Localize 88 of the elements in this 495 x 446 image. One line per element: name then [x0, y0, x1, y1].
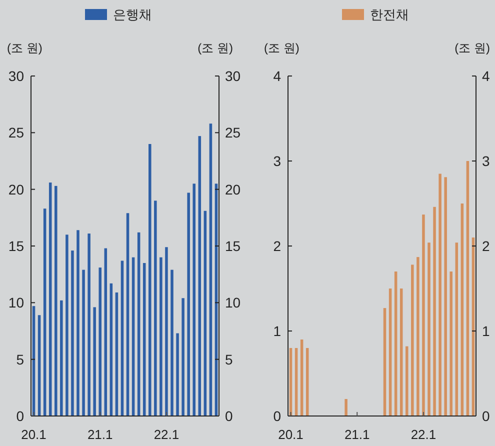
- bar: [93, 307, 96, 416]
- y-tick-label: 30: [8, 68, 24, 84]
- y2-axis-title: (조 원): [198, 41, 233, 55]
- bar: [137, 232, 140, 416]
- bar: [344, 399, 348, 416]
- y-tick-label: 1: [273, 323, 282, 339]
- bar: [198, 136, 202, 416]
- bar: [460, 204, 464, 416]
- y-tick-label: 4: [273, 68, 282, 84]
- bar: [176, 333, 179, 416]
- y2-tick-label: 25: [225, 124, 241, 141]
- y-axis-title: (조 원): [7, 41, 42, 55]
- bar: [466, 161, 470, 416]
- x-tick-label: 22.1: [154, 427, 180, 442]
- y2-tick-label: 0: [225, 408, 233, 424]
- bar: [182, 298, 184, 416]
- bar: [142, 263, 146, 416]
- y2-tick-label: 1: [482, 323, 490, 339]
- bar: [170, 270, 174, 416]
- bar: [120, 260, 124, 416]
- legend-label: 은행채: [113, 7, 152, 22]
- legend-label: 한전채: [370, 7, 409, 22]
- bar: [444, 177, 447, 416]
- y2-tick-label: 5: [225, 351, 233, 368]
- x-tick-label: 22.1: [410, 427, 436, 442]
- bar: [192, 184, 196, 416]
- y-tick-label: 15: [8, 238, 24, 254]
- bar: [383, 308, 386, 416]
- bar: [71, 250, 74, 416]
- bar: [148, 144, 152, 416]
- bar: [126, 213, 130, 416]
- bar: [115, 292, 118, 416]
- y2-tick-label: 20: [225, 181, 241, 198]
- bar: [416, 257, 420, 416]
- y2-tick-label: 15: [225, 238, 241, 254]
- bar: [54, 186, 58, 416]
- bar: [294, 348, 298, 416]
- y-tick-label: 20: [8, 181, 24, 198]
- bar: [110, 283, 113, 416]
- bar: [455, 242, 458, 416]
- bar: [187, 192, 190, 416]
- x-tick-label: 21.1: [87, 427, 113, 442]
- y-tick-label: 2: [273, 238, 282, 254]
- y-tick-label: 25: [8, 124, 24, 141]
- bar: [76, 230, 80, 416]
- bar: [88, 234, 90, 416]
- bar: [433, 206, 436, 416]
- bar: [60, 300, 63, 416]
- bar: [48, 182, 52, 416]
- x-tick-label: 20.1: [21, 427, 46, 442]
- x-tick-label: 21.1: [344, 427, 370, 442]
- bar: [438, 174, 442, 416]
- y-tick-label: 3: [273, 153, 282, 169]
- y-tick-label: 10: [8, 294, 24, 311]
- y-tick-label: 5: [16, 351, 24, 368]
- y2-tick-label: 2: [482, 238, 490, 254]
- bar: [43, 208, 46, 416]
- bar: [450, 272, 452, 416]
- y-tick-label: 0: [273, 408, 282, 424]
- y2-tick-label: 30: [225, 68, 241, 84]
- bar: [406, 346, 408, 416]
- y-tick-label: 0: [16, 408, 24, 424]
- y2-axis-title: (조 원): [454, 41, 490, 55]
- bar: [165, 247, 168, 416]
- bar: [82, 270, 85, 416]
- bar: [66, 234, 68, 416]
- y-axis-title: (조 원): [264, 41, 300, 55]
- y2-tick-label: 10: [225, 294, 241, 311]
- bar: [300, 340, 304, 416]
- bar: [154, 200, 157, 416]
- bar: [394, 272, 398, 416]
- bar: [428, 242, 430, 416]
- bar: [98, 268, 102, 416]
- bar: [388, 288, 392, 416]
- bar: [411, 264, 414, 416]
- bar: [104, 248, 108, 416]
- y2-tick-label: 0: [482, 408, 490, 424]
- x-tick-label: 20.1: [278, 427, 304, 442]
- bar: [400, 288, 403, 416]
- y2-tick-label: 4: [482, 68, 490, 84]
- bar: [422, 214, 425, 416]
- bar: [38, 315, 41, 416]
- bar: [204, 210, 207, 416]
- bar: [306, 348, 309, 416]
- y2-tick-label: 3: [482, 153, 490, 169]
- bar: [132, 257, 135, 416]
- bar: [209, 124, 212, 416]
- bar: [160, 257, 162, 416]
